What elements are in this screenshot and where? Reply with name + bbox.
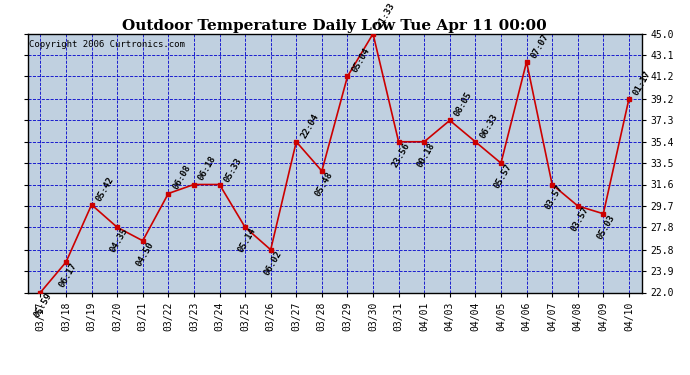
- Text: 06:08: 06:08: [171, 164, 193, 191]
- Text: 00:18: 00:18: [416, 141, 437, 169]
- Text: 05:14: 05:14: [237, 226, 258, 254]
- Text: 05:48: 05:48: [313, 170, 335, 198]
- Text: 08:05: 08:05: [453, 90, 474, 118]
- Text: 06:18: 06:18: [197, 154, 218, 182]
- Text: 04:50: 04:50: [135, 240, 156, 268]
- Text: 04:35: 04:35: [109, 226, 130, 254]
- Text: 03:57: 03:57: [569, 205, 591, 233]
- Text: 07:07: 07:07: [529, 32, 551, 60]
- Text: 22:04: 22:04: [299, 112, 320, 140]
- Text: 05:33: 05:33: [222, 156, 244, 184]
- Text: 06:17: 06:17: [58, 261, 79, 289]
- Text: 03:57: 03:57: [544, 184, 565, 211]
- Text: 05:03: 05:03: [595, 213, 616, 241]
- Text: 06:33: 06:33: [478, 112, 500, 140]
- Text: 21:33: 21:33: [376, 1, 397, 29]
- Text: Copyright 2006 Curtronics.com: Copyright 2006 Curtronics.com: [30, 40, 186, 49]
- Title: Outdoor Temperature Daily Low Tue Apr 11 00:00: Outdoor Temperature Daily Low Tue Apr 11…: [122, 19, 547, 33]
- Text: 05:42: 05:42: [95, 175, 116, 202]
- Text: 05:59: 05:59: [32, 292, 53, 320]
- Text: 05:04: 05:04: [351, 46, 371, 74]
- Text: 23:56: 23:56: [391, 141, 411, 169]
- Text: 01:17: 01:17: [631, 69, 653, 97]
- Text: 05:57: 05:57: [493, 162, 514, 190]
- Text: 06:02: 06:02: [262, 249, 284, 277]
